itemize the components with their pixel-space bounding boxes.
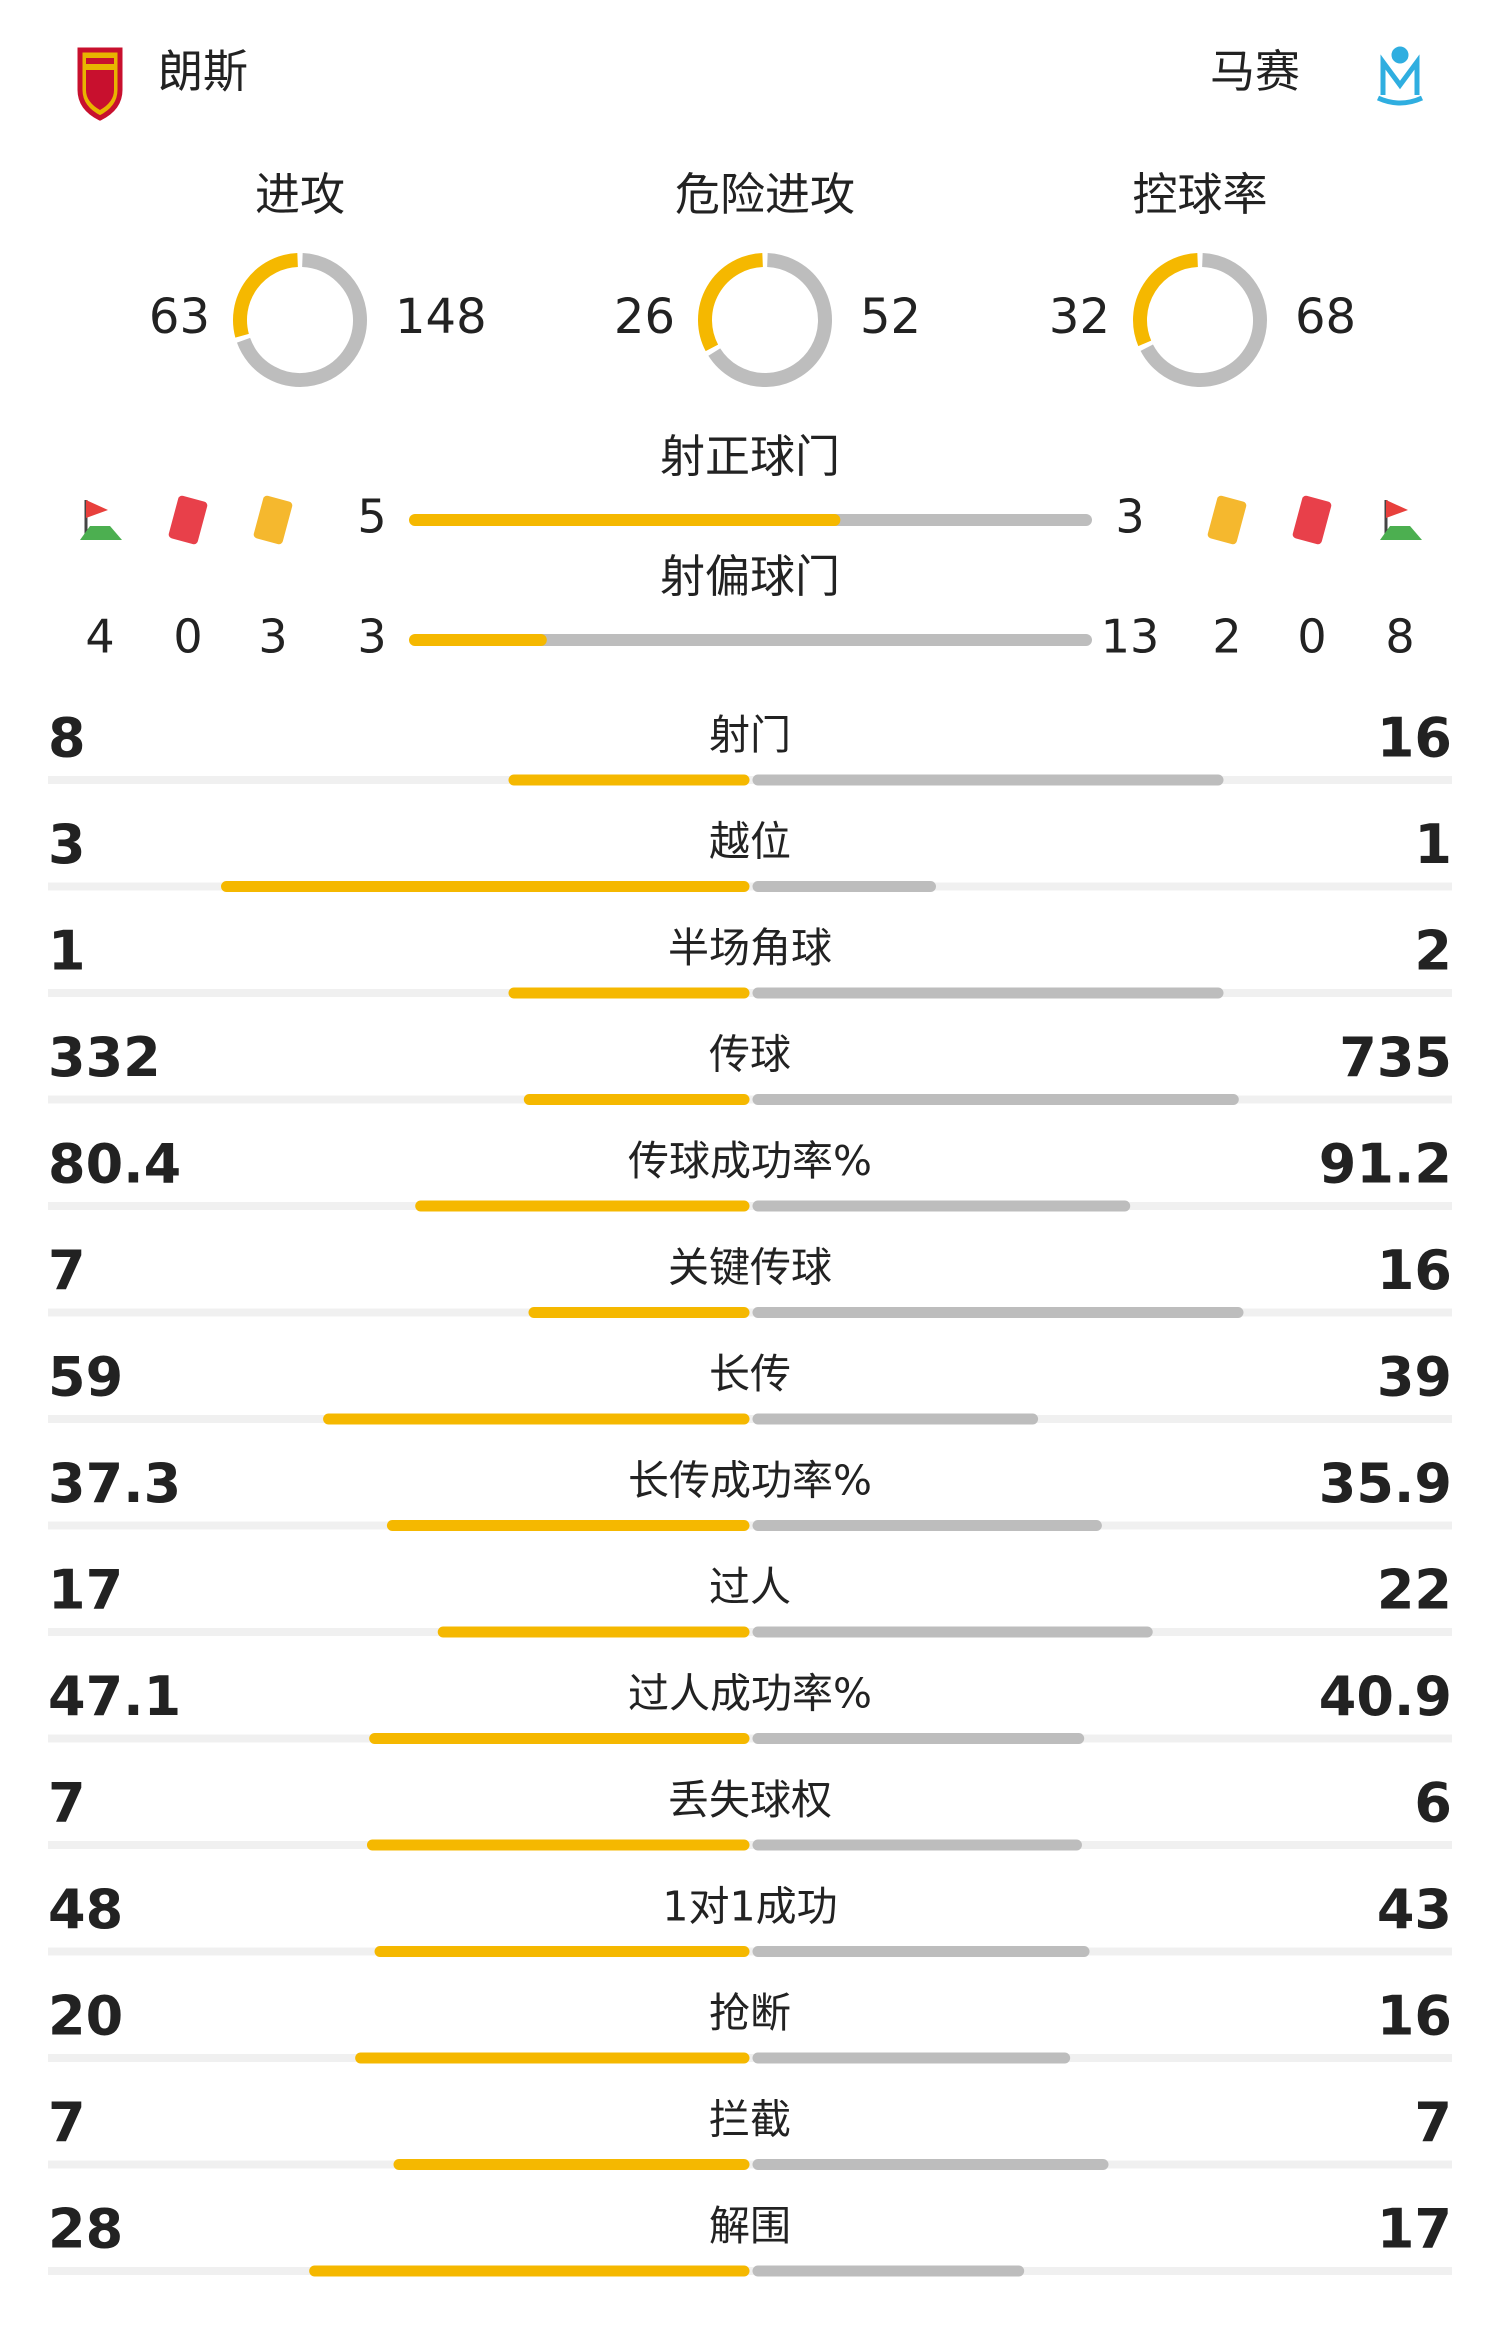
stat-label: 传球: [709, 1031, 791, 1079]
yellow-count: 3: [258, 610, 287, 664]
home-value: 28: [48, 2198, 123, 2261]
home-logo: [77, 47, 123, 121]
away-value: 16: [1377, 1985, 1452, 2048]
donut-label: 危险进攻: [675, 168, 855, 221]
away-value: 2: [1414, 920, 1452, 983]
away-value: 735: [1339, 1026, 1452, 1089]
home-value: 7: [48, 1772, 86, 1835]
home-value: 59: [48, 1346, 123, 1409]
home-name: 朗斯: [158, 45, 248, 98]
home-value: 3: [48, 813, 86, 876]
stat-label: 拦截: [709, 2096, 791, 2144]
home-value: 1: [48, 920, 86, 983]
stat-label: 长传: [709, 1350, 791, 1398]
home-arc: [698, 253, 764, 352]
stat-label: 过人: [709, 1563, 791, 1611]
home-arc: [1133, 253, 1199, 347]
corner-icon: [78, 498, 124, 542]
away-value: 39: [1377, 1346, 1452, 1409]
away-value: 3: [1115, 490, 1144, 544]
home-value: 48: [48, 1878, 123, 1941]
away-value: 43: [1377, 1878, 1452, 1941]
home-value: 3: [357, 610, 386, 664]
stat-label: 抢断: [709, 1989, 791, 2037]
stat-label: 过人成功率%: [628, 1670, 872, 1718]
shot-label: 射正球门: [660, 430, 840, 483]
away-name: 马赛: [1210, 45, 1300, 98]
home-arc: [233, 253, 299, 338]
home-value: 26: [614, 289, 675, 345]
yellow-card-icon: [1206, 494, 1248, 546]
home-value: 37.3: [48, 1452, 181, 1515]
away-value: 35.9: [1319, 1452, 1452, 1515]
stat-label: 越位: [709, 818, 791, 866]
away-arc: [236, 253, 367, 387]
stat-label: 传球成功率%: [628, 1137, 872, 1185]
away-value: 91.2: [1319, 1133, 1452, 1196]
stat-label: 解围: [709, 2202, 791, 2250]
yellow-count: 2: [1212, 610, 1241, 664]
away-value: 16: [1377, 707, 1452, 770]
home-value: 5: [357, 490, 386, 544]
home-value: 47.1: [48, 1665, 181, 1728]
stat-label: 丢失球权: [668, 1776, 832, 1824]
home-value: 32: [1049, 289, 1110, 345]
away-logo: [1376, 46, 1424, 106]
corner-icon: [1378, 498, 1424, 542]
away-arc: [708, 253, 832, 387]
home-value: 63: [149, 289, 210, 345]
red-count: 0: [1297, 610, 1326, 664]
home-value: 80.4: [48, 1133, 181, 1196]
shot-label: 射偏球门: [660, 550, 840, 603]
donut-label: 进攻: [255, 168, 345, 221]
corners-count: 8: [1385, 610, 1414, 664]
away-value: 17: [1377, 2198, 1452, 2261]
home-value: 20: [48, 1985, 123, 2048]
home-value: 332: [48, 1026, 161, 1089]
red-card-icon: [1291, 494, 1333, 546]
home-value: 7: [48, 2091, 86, 2154]
away-value: 1: [1414, 813, 1452, 876]
red-count: 0: [173, 610, 202, 664]
away-value: 16: [1377, 1239, 1452, 1302]
home-value: 17: [48, 1559, 123, 1622]
away-value: 40.9: [1319, 1665, 1452, 1728]
away-value: 52: [860, 289, 921, 345]
stat-label: 1对1成功: [662, 1883, 837, 1931]
stat-label: 半场角球: [668, 924, 832, 972]
home-value: 8: [48, 707, 86, 770]
away-value: 13: [1101, 610, 1160, 664]
away-value: 7: [1414, 2091, 1452, 2154]
corners-count: 4: [85, 610, 114, 664]
stat-label: 关键传球: [668, 1244, 832, 1292]
away-arc: [1140, 253, 1267, 387]
away-value: 68: [1295, 289, 1356, 345]
donut-label: 控球率: [1132, 168, 1267, 221]
away-value: 148: [395, 289, 487, 345]
red-card-icon: [167, 494, 209, 546]
stat-label: 射门: [709, 711, 791, 759]
home-value: 7: [48, 1239, 86, 1302]
stat-label: 长传成功率%: [628, 1457, 872, 1505]
yellow-card-icon: [252, 494, 294, 546]
away-value: 22: [1377, 1559, 1452, 1622]
away-value: 6: [1414, 1772, 1452, 1835]
